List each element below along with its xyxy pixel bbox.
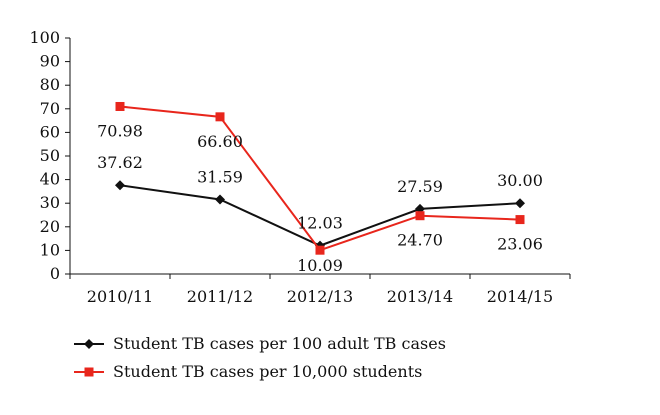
y-tick-label: 20	[40, 217, 60, 236]
data-label-series-1: 37.62	[97, 153, 143, 172]
data-point-series-1	[115, 180, 125, 191]
data-label-series-2: 10.09	[297, 256, 343, 275]
data-point-series-2	[515, 215, 525, 225]
axes: 0 10 20 30 40 50 60 70 80 90 100 2010/11 2011/12 2012…	[29, 28, 571, 306]
legend-label: Student TB cases per 10,000 students	[113, 362, 422, 381]
legend-marker	[84, 367, 94, 377]
data-point-series-1	[215, 194, 225, 205]
data-point-series-2	[115, 101, 125, 111]
data-point-series-2	[315, 245, 325, 255]
data-labels: 37.62 31.59 12.03 27.59 30.00 70.98 66.60 10.09…	[97, 121, 543, 275]
data-label-series-1: 12.03	[297, 214, 343, 233]
y-tick-label: 30	[40, 193, 60, 212]
x-tick-label: 2012/13	[287, 287, 353, 306]
y-tick-label: 80	[40, 75, 60, 94]
y-tick-label: 40	[40, 170, 60, 189]
data-label-series-1: 31.59	[197, 167, 243, 186]
data-point-series-2	[215, 112, 225, 122]
y-tick-label: 0	[50, 264, 60, 283]
x-tick-label: 2011/12	[187, 287, 253, 306]
legend: Student TB cases per 100 adult TB cases S…	[74, 334, 446, 381]
y-tick-label: 100	[29, 28, 60, 47]
x-tick-label: 2014/15	[487, 287, 553, 306]
x-tick-label: 2010/11	[87, 287, 153, 306]
y-tick-label: 90	[40, 52, 60, 71]
data-label-series-2: 66.60	[197, 132, 243, 151]
legend-marker	[84, 339, 94, 349]
data-label-series-2: 23.06	[497, 235, 543, 254]
x-tick-label: 2013/14	[387, 287, 453, 306]
data-label-series-2: 24.70	[397, 231, 443, 250]
y-tick-label: 10	[40, 240, 60, 259]
data-label-series-2: 70.98	[97, 121, 143, 140]
data-point-series-2	[415, 211, 425, 221]
y-tick-label: 60	[40, 122, 60, 141]
data-label-series-1: 27.59	[397, 177, 443, 196]
series-layer	[115, 101, 525, 255]
data-point-series-1	[515, 198, 525, 209]
data-label-series-1: 30.00	[497, 171, 543, 190]
y-tick-label: 70	[40, 99, 60, 118]
y-tick-label: 50	[40, 146, 60, 165]
legend-label: Student TB cases per 100 adult TB cases	[113, 334, 446, 353]
